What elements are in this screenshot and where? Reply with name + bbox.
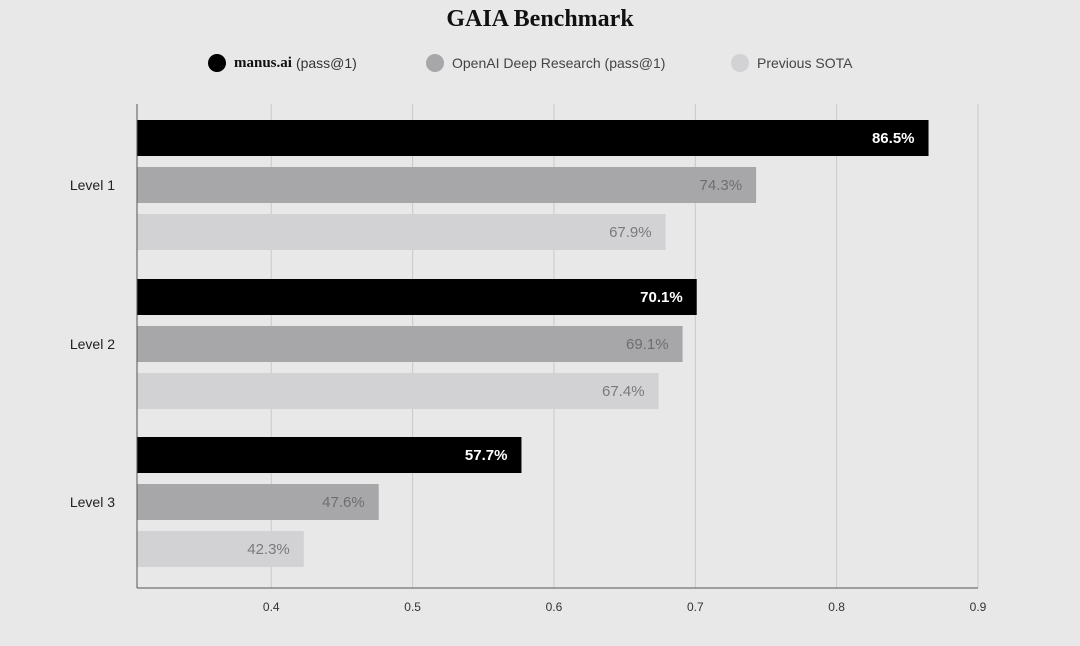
bar (137, 120, 929, 156)
legend-item-openai: OpenAI Deep Research (pass@1) (426, 54, 665, 72)
bar-value-label: 86.5% (872, 130, 915, 147)
legend-label-manus-strong: manus.ai (234, 54, 292, 71)
bar-value-label: 70.1% (640, 289, 683, 306)
category-label: Level 3 (70, 494, 115, 510)
bar (137, 326, 683, 362)
bar-value-label: 67.9% (609, 224, 652, 241)
legend-label-previous-sota: Previous SOTA (757, 55, 853, 71)
x-tick-label: 0.7 (687, 600, 704, 614)
x-tick-label: 0.4 (263, 600, 280, 614)
bar (137, 437, 522, 473)
bar (137, 531, 304, 567)
bar-value-label: 74.3% (700, 177, 743, 194)
legend-item-manus: manus.ai (pass@1) (208, 54, 357, 72)
bar-value-label: 67.4% (602, 383, 645, 400)
legend-swatch-openai (426, 54, 444, 72)
x-tick-label: 0.5 (404, 600, 421, 614)
bar-value-label: 69.1% (626, 336, 669, 353)
bar (137, 373, 659, 409)
legend-label-manus-rest: (pass@1) (295, 55, 357, 71)
x-tick-label: 0.8 (828, 600, 845, 614)
bar (137, 214, 666, 250)
bar (137, 167, 757, 203)
x-tick-label: 0.6 (546, 600, 563, 614)
bar-value-label: 42.3% (247, 541, 290, 558)
legend-item-previous-sota: Previous SOTA (731, 54, 852, 72)
chart-title: GAIA Benchmark (446, 6, 634, 32)
legend-label-openai: OpenAI Deep Research (pass@1) (452, 55, 666, 71)
category-label: Level 1 (70, 177, 115, 193)
legend-swatch-previous-sota (731, 54, 749, 72)
bar (137, 484, 379, 520)
category-label: Level 2 (70, 336, 115, 352)
x-tick-label: 0.9 (970, 600, 987, 614)
legend-swatch-manus (208, 54, 226, 72)
bar-value-label: 57.7% (465, 447, 508, 464)
bar (137, 279, 697, 315)
chart-legend: manus.ai (pass@1) OpenAI Deep Research (… (0, 54, 1080, 74)
bar-value-label: 47.6% (322, 494, 365, 511)
